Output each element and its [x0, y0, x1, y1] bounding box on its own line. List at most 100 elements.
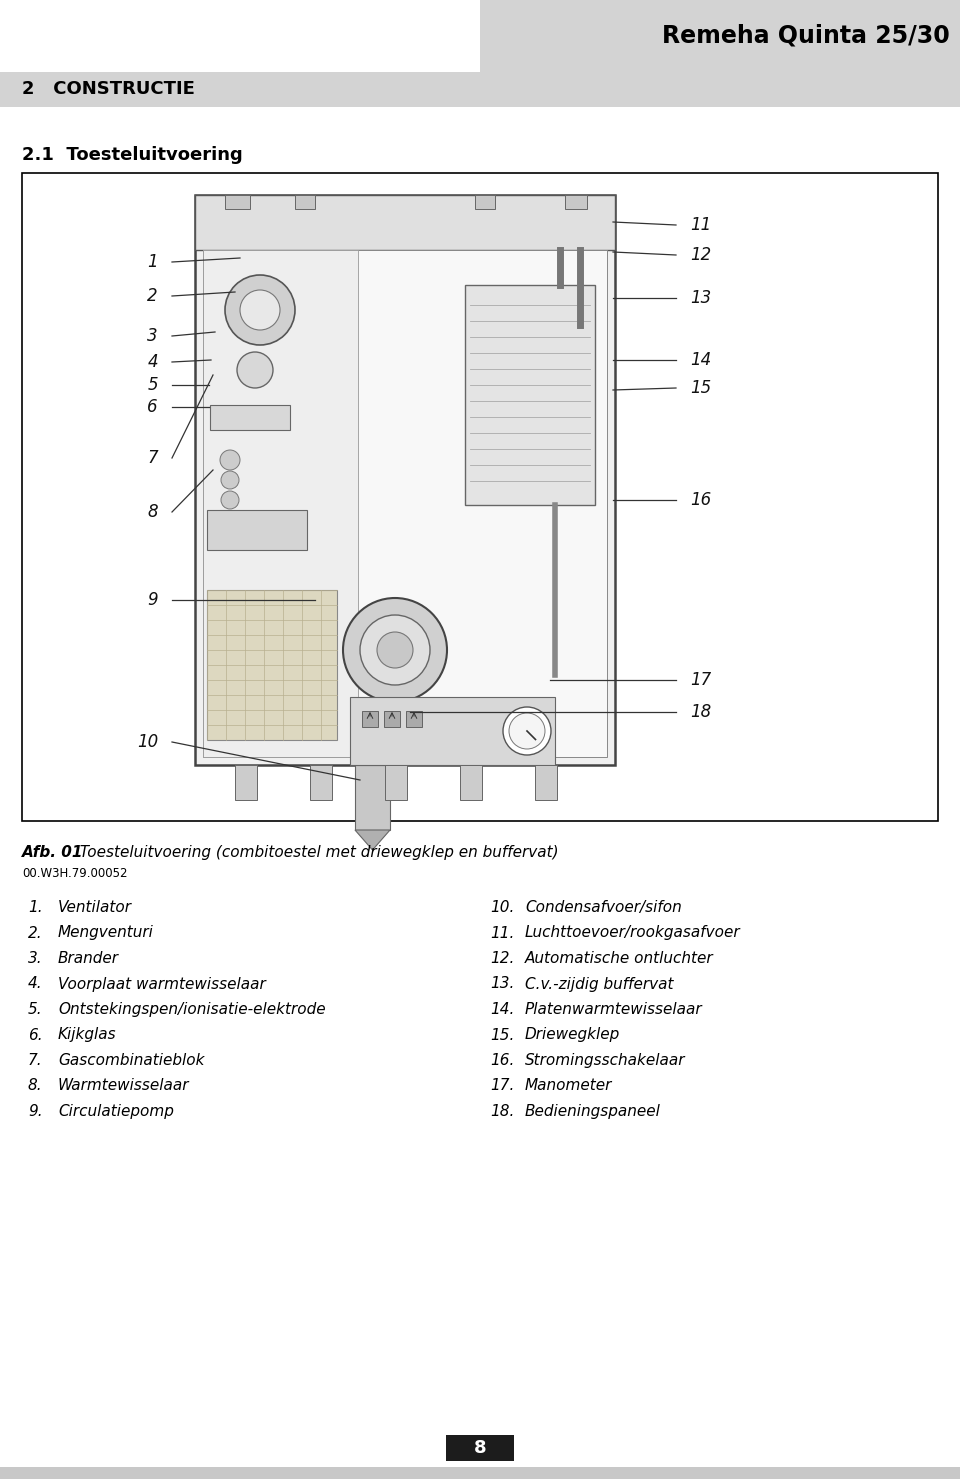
Text: Remeha Quinta 25/30: Remeha Quinta 25/30 [662, 24, 950, 47]
Text: C.v.-zijdig buffervat: C.v.-zijdig buffervat [525, 976, 674, 991]
Bar [480, 0, 960, 72]
Text: Driewegklep: Driewegklep [525, 1028, 620, 1043]
Text: 15: 15 [690, 379, 711, 396]
Text: 11: 11 [690, 216, 711, 234]
Text: Kijkglas: Kijkglas [58, 1028, 116, 1043]
Bar [535, 765, 557, 800]
Text: 8: 8 [148, 503, 158, 521]
Text: 12.: 12. [490, 951, 515, 966]
Text: Stromingsschakelaar: Stromingsschakelaar [525, 1053, 685, 1068]
Polygon shape [355, 830, 390, 850]
Bar [385, 765, 407, 800]
Bar [310, 765, 332, 800]
Circle shape [509, 713, 545, 748]
Text: Circulatiepomp: Circulatiepomp [58, 1103, 174, 1120]
Text: 10.: 10. [490, 901, 515, 916]
Text: 7: 7 [148, 450, 158, 467]
Text: 13.: 13. [490, 976, 515, 991]
Text: 15.: 15. [490, 1028, 515, 1043]
Text: 5.: 5. [28, 1001, 42, 1018]
Text: Mengventuri: Mengventuri [58, 926, 154, 941]
Text: Condensafvoer/sifon: Condensafvoer/sifon [525, 901, 682, 916]
Bar [195, 195, 615, 765]
Text: 2.: 2. [28, 926, 42, 941]
Bar [406, 711, 422, 728]
Circle shape [503, 707, 551, 754]
Bar [350, 697, 555, 765]
Bar [203, 250, 607, 757]
Text: 17.: 17. [490, 1078, 515, 1093]
Text: 2.1  Toesteluitvoering: 2.1 Toesteluitvoering [22, 146, 243, 164]
Text: Automatische ontluchter: Automatische ontluchter [525, 951, 713, 966]
Bar [207, 590, 337, 740]
Text: Ontstekingspen/ionisatie-elektrode: Ontstekingspen/ionisatie-elektrode [58, 1001, 325, 1018]
Bar [235, 765, 257, 800]
Bar [0, 72, 960, 106]
Text: 3.: 3. [28, 951, 42, 966]
Text: 16: 16 [690, 491, 711, 509]
Text: Gascombinatieblok: Gascombinatieblok [58, 1053, 204, 1068]
Bar [460, 765, 482, 800]
Text: 8.: 8. [28, 1078, 42, 1093]
Bar [475, 195, 495, 209]
Text: 9.: 9. [28, 1103, 42, 1120]
Text: 1.: 1. [28, 901, 42, 916]
Circle shape [377, 632, 413, 669]
Text: 7.: 7. [28, 1053, 42, 1068]
Text: Luchttoevoer/rookgasafvoer: Luchttoevoer/rookgasafvoer [525, 926, 740, 941]
Bar [384, 711, 400, 728]
Text: 2   CONSTRUCTIE: 2 CONSTRUCTIE [22, 80, 195, 98]
Circle shape [221, 470, 239, 490]
Bar [210, 405, 290, 430]
Bar [565, 195, 587, 209]
Bar [355, 765, 390, 830]
Text: 13: 13 [690, 288, 711, 308]
Text: Voorplaat warmtewisselaar: Voorplaat warmtewisselaar [58, 976, 266, 991]
Text: Warmtewisselaar: Warmtewisselaar [58, 1078, 189, 1093]
Text: 00.W3H.79.00052: 00.W3H.79.00052 [22, 867, 128, 880]
Text: Manometer: Manometer [525, 1078, 612, 1093]
Text: Ventilator: Ventilator [58, 901, 132, 916]
Circle shape [221, 491, 239, 509]
Text: 16.: 16. [490, 1053, 515, 1068]
Bar [446, 1435, 514, 1461]
Text: Bedieningspaneel: Bedieningspaneel [525, 1103, 660, 1120]
Circle shape [237, 352, 273, 387]
Text: Afb. 01: Afb. 01 [22, 845, 84, 859]
Bar [195, 195, 615, 250]
Text: 14.: 14. [490, 1001, 515, 1018]
Text: 4.: 4. [28, 976, 42, 991]
Text: 5: 5 [148, 376, 158, 393]
Text: Toesteluitvoering (combitoestel met driewegklep en buffervat): Toesteluitvoering (combitoestel met drie… [70, 845, 559, 859]
Bar [203, 250, 358, 757]
Bar [225, 195, 250, 209]
Text: 4: 4 [148, 353, 158, 371]
Text: Platenwarmtewisselaar: Platenwarmtewisselaar [525, 1001, 703, 1018]
Text: 6.: 6. [28, 1028, 42, 1043]
Text: 14: 14 [690, 351, 711, 368]
Bar [0, 1467, 960, 1479]
Bar [207, 510, 307, 550]
Circle shape [343, 598, 447, 703]
Text: 18.: 18. [490, 1103, 515, 1120]
Text: 6: 6 [148, 398, 158, 416]
Text: 12: 12 [690, 246, 711, 263]
Text: 10: 10 [136, 734, 158, 751]
Text: 17: 17 [690, 671, 711, 689]
Bar [22, 173, 938, 821]
Text: 8: 8 [473, 1439, 487, 1457]
Circle shape [225, 275, 295, 345]
Text: 9: 9 [148, 592, 158, 609]
Text: Brander: Brander [58, 951, 119, 966]
Circle shape [220, 450, 240, 470]
Text: 11.: 11. [490, 926, 515, 941]
Text: 1: 1 [148, 253, 158, 271]
Text: 18: 18 [690, 703, 711, 720]
Bar [295, 195, 315, 209]
Bar [362, 711, 378, 728]
Text: 2: 2 [148, 287, 158, 305]
Text: 3: 3 [148, 327, 158, 345]
Circle shape [240, 290, 280, 330]
Bar [465, 285, 595, 504]
Circle shape [360, 615, 430, 685]
